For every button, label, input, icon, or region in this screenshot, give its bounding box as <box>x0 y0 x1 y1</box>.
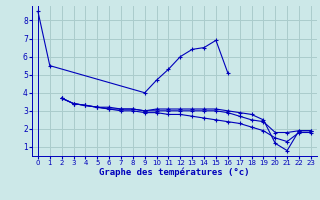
X-axis label: Graphe des températures (°c): Graphe des températures (°c) <box>99 168 250 177</box>
